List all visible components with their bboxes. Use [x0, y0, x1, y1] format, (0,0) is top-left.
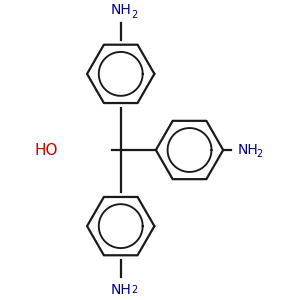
- Text: 2: 2: [131, 10, 137, 20]
- Text: NH: NH: [238, 143, 259, 157]
- Text: HO: HO: [34, 142, 58, 158]
- Text: 2: 2: [256, 149, 262, 159]
- Text: NH: NH: [110, 283, 131, 297]
- Text: 2: 2: [131, 285, 137, 295]
- Text: NH: NH: [110, 3, 131, 17]
